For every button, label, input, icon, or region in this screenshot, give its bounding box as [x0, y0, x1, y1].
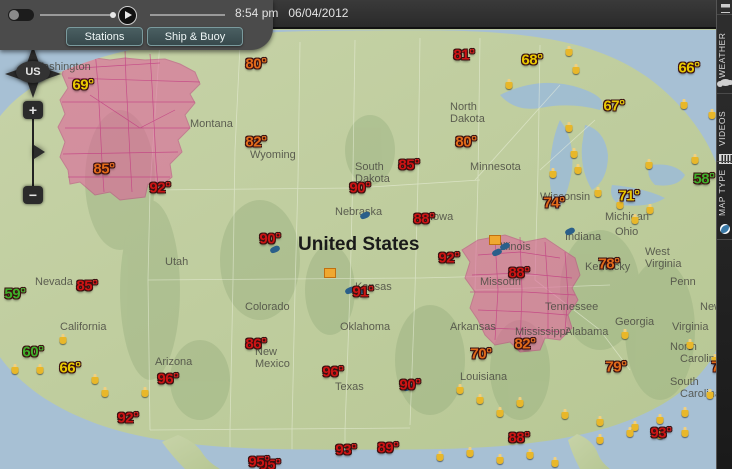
svg-text:Virginia: Virginia — [645, 258, 682, 270]
svg-text:Georgia: Georgia — [615, 316, 655, 328]
svg-text:Oklahoma: Oklahoma — [340, 321, 391, 333]
svg-text:Dakota: Dakota — [450, 113, 486, 125]
svg-text:Nevada: Nevada — [35, 276, 74, 288]
svg-text:South: South — [355, 161, 384, 173]
svg-text:Utah: Utah — [165, 256, 188, 268]
svg-text:Colorado: Colorado — [245, 301, 290, 313]
svg-text:Ohio: Ohio — [615, 226, 638, 238]
svg-text:Montana: Montana — [190, 118, 234, 130]
svg-text:California: California — [60, 321, 107, 333]
svg-text:Louisiana: Louisiana — [460, 371, 508, 383]
svg-text:Mexico: Mexico — [255, 358, 290, 370]
svg-text:Alabama: Alabama — [565, 326, 609, 338]
svg-text:Arizona: Arizona — [155, 356, 193, 368]
svg-text:Texas: Texas — [335, 381, 364, 393]
svg-text:South: South — [670, 376, 699, 388]
svg-text:Virginia: Virginia — [672, 321, 709, 333]
svg-text:United States: United States — [298, 234, 419, 255]
svg-text:Minnesota: Minnesota — [470, 161, 522, 173]
svg-text:North: North — [450, 101, 477, 113]
svg-text:Wyoming: Wyoming — [250, 149, 296, 161]
svg-text:Michigan: Michigan — [605, 211, 649, 223]
svg-text:West: West — [645, 246, 670, 258]
svg-text:Tennessee: Tennessee — [545, 301, 598, 313]
svg-text:Penn: Penn — [670, 276, 696, 288]
svg-text:Arkansas: Arkansas — [450, 321, 496, 333]
